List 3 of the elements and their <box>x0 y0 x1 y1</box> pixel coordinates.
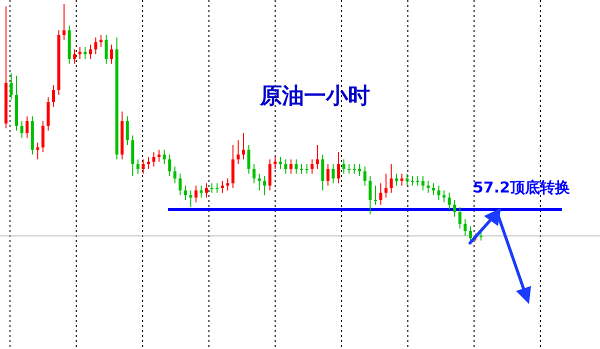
candlestick <box>374 186 377 205</box>
ref-line-label: 57.2顶底转换 <box>473 178 570 197</box>
text: 原油一小时 <box>259 84 370 109</box>
